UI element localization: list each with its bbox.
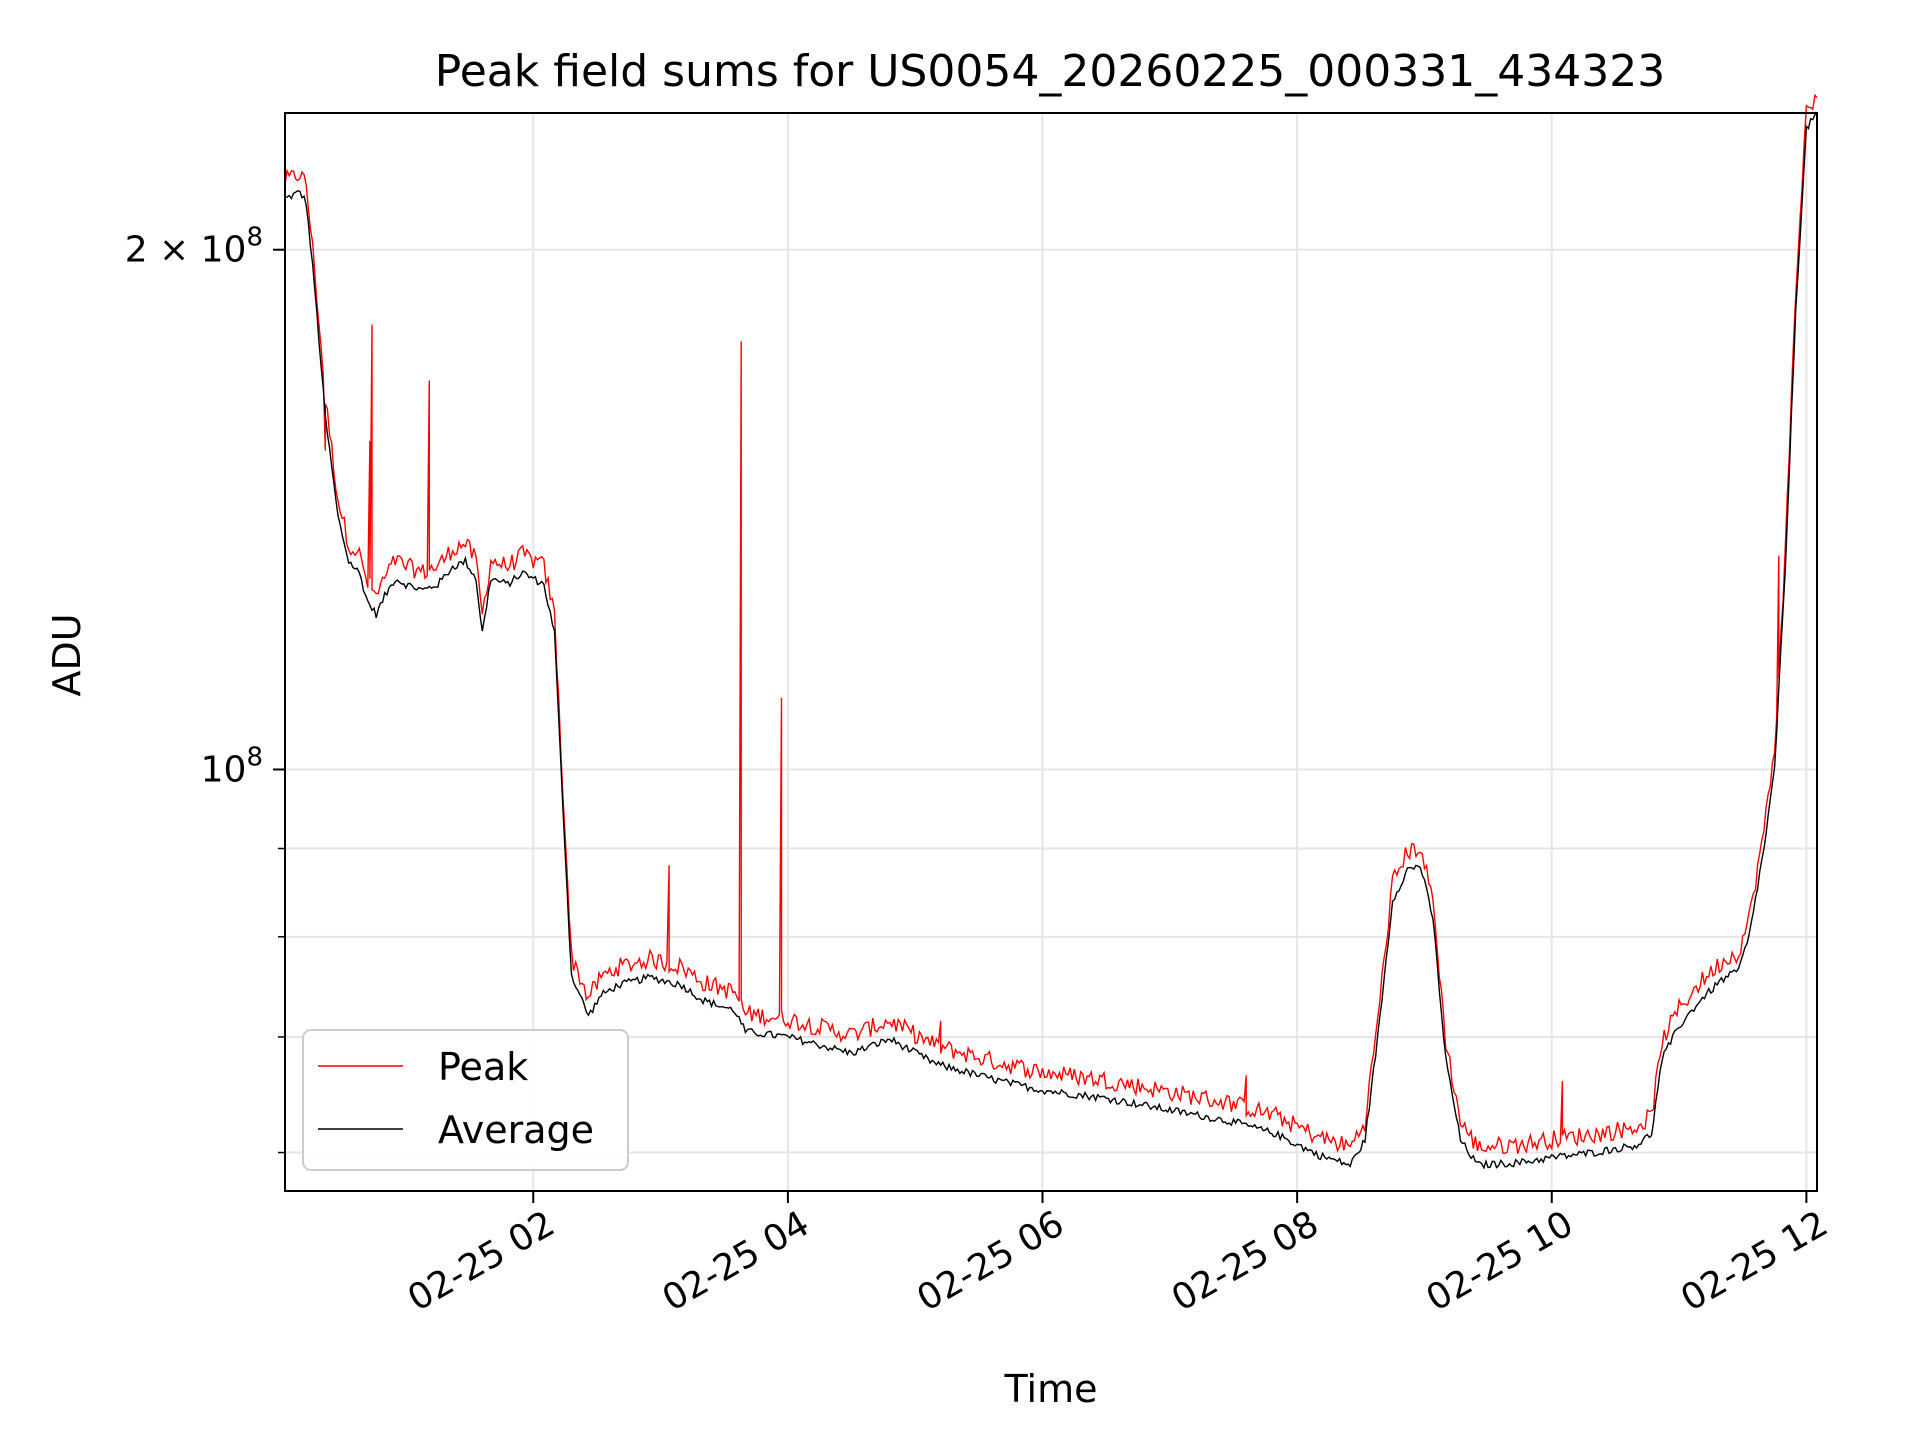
grid-lines — [285, 113, 1817, 1191]
chart-title: Peak field sums for US0054_20260225_0003… — [435, 46, 1665, 97]
peak-series-line — [284, 93, 1818, 1155]
x-tick-label: 02-25 10 — [1420, 1203, 1581, 1319]
legend-label-average: Average — [438, 1108, 594, 1152]
y-tick-label: 108 — [201, 742, 263, 790]
y-tick-label: 2 × 108 — [125, 223, 263, 271]
legend: Peak Average — [302, 1029, 629, 1171]
x-tick-label: 02-25 12 — [1674, 1203, 1835, 1319]
average-series-line — [284, 111, 1818, 1170]
x-axis-label: Time — [1004, 1367, 1098, 1411]
y-axis-label: ADU — [45, 613, 89, 696]
x-tick-label: 02-25 04 — [656, 1203, 817, 1319]
legend-label-peak: Peak — [438, 1045, 528, 1089]
x-tick-label: 02-25 06 — [910, 1203, 1071, 1319]
plot-frame — [284, 112, 1818, 1192]
x-tick-label: 02-25 08 — [1165, 1203, 1326, 1319]
x-tick-label: 02-25 02 — [401, 1203, 562, 1319]
plot-lines — [284, 93, 1818, 1170]
legend-box — [302, 1029, 629, 1171]
